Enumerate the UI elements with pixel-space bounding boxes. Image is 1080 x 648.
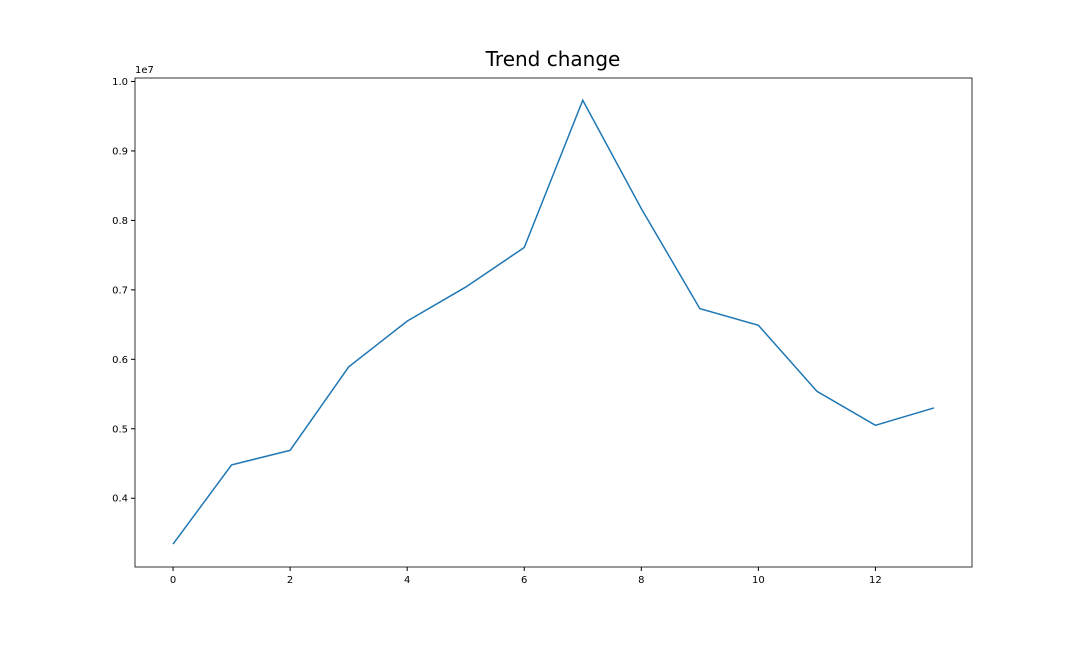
plot-frame	[134, 77, 973, 568]
x-tick-label: 10	[752, 575, 765, 586]
x-tick-label: 12	[869, 575, 882, 586]
y-tick-label: 0.7	[112, 285, 128, 296]
offset-label: 1e7	[135, 65, 154, 76]
x-tick-label: 2	[287, 575, 293, 586]
y-tick-label: 0.8	[112, 216, 128, 227]
y-tick-label: 0.5	[112, 424, 128, 435]
x-tick-label: 6	[521, 575, 527, 586]
x-tick-label: 4	[404, 575, 410, 586]
y-tick-label: 0.6	[112, 355, 128, 366]
x-tick-label: 8	[638, 575, 644, 586]
y-tick-label: 0.4	[112, 494, 128, 505]
chart-title: Trend change	[485, 47, 621, 71]
x-tick-label: 0	[170, 575, 176, 586]
line	[172, 98, 935, 545]
y-tick-label: 0.9	[112, 146, 128, 157]
y-tick-label: 1.0	[112, 77, 128, 88]
